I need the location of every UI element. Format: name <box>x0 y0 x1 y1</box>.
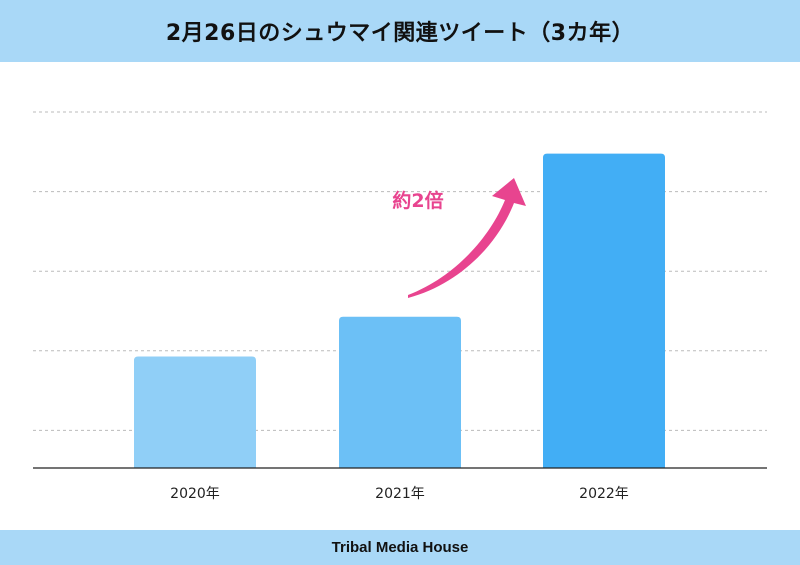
bar-1 <box>339 316 461 468</box>
x-tick-label: 2020年 <box>170 486 220 502</box>
x-tick-label: 2022年 <box>579 486 629 502</box>
x-tick-labels: 2020年 2021年 2022年 <box>170 486 629 502</box>
brand-name: Tribal Media House <box>331 539 469 556</box>
header-bar: 2月26日のシュウマイ関連ツイート（3カ年） <box>0 0 800 62</box>
growth-annotation: 約2倍 <box>392 178 526 298</box>
annotation-label: 約2倍 <box>392 189 443 212</box>
x-tick-label: 2021年 <box>375 486 425 502</box>
footer-bar: Tribal Media House <box>0 530 800 565</box>
page-title: 2月26日のシュウマイ関連ツイート（3カ年） <box>165 21 635 46</box>
growth-arrow-icon <box>408 178 526 298</box>
bar-chart: 2020年 2021年 2022年 約2倍 <box>33 111 767 502</box>
bar-0 <box>134 356 256 468</box>
bar-2 <box>543 153 665 468</box>
bars <box>134 153 665 468</box>
